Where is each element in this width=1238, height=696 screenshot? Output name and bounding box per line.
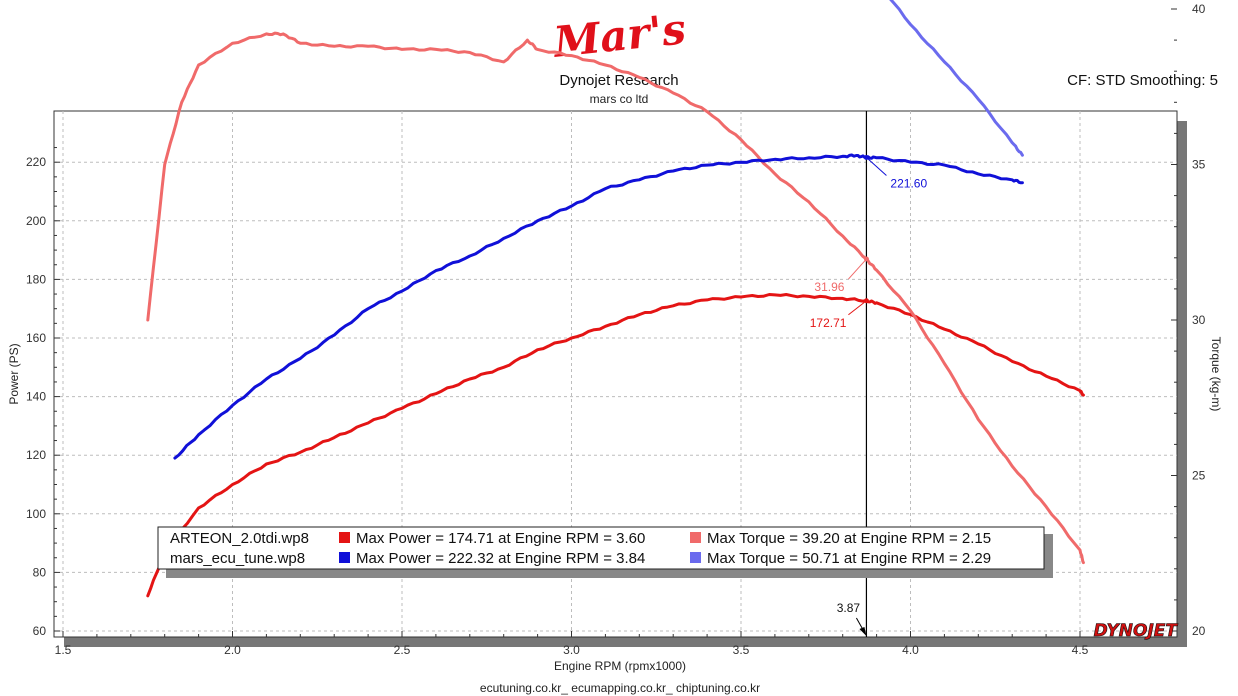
annotation-point <box>863 256 869 262</box>
x-tick-label: 1.5 <box>55 643 72 657</box>
x-tick-label: 3.0 <box>563 643 580 657</box>
legend-swatch <box>690 532 701 543</box>
x-tick-label: 4.0 <box>902 643 919 657</box>
y2-tick-label: 30 <box>1192 313 1206 327</box>
annotation-label: 221.60 <box>890 177 927 191</box>
chart-title: Dynojet Research <box>559 72 678 89</box>
annotation-point <box>863 155 869 161</box>
y-tick-label: 200 <box>26 214 46 228</box>
annotation-point <box>863 298 869 304</box>
legend-max-torque: Max Torque = 39.20 at Engine RPM = 2.15 <box>707 530 991 547</box>
plot-frame-shadow <box>1177 121 1187 647</box>
legend-swatch <box>339 532 350 543</box>
legend-max-power: Max Power = 222.32 at Engine RPM = 3.84 <box>356 550 645 567</box>
legend-file: ARTEON_2.0tdi.wp8 <box>170 530 309 547</box>
y-tick-label: 100 <box>26 507 46 521</box>
y2-axis-title: Torque (kg-m) <box>1209 337 1223 412</box>
legend: ARTEON_2.0tdi.wp8 Max Power = 174.71 at … <box>157 526 1053 578</box>
y-axis-title: Power (PS) <box>7 343 21 404</box>
y2-tick-label: 20 <box>1192 624 1206 638</box>
legend-box <box>157 526 1045 570</box>
y2-tick-label: 40 <box>1192 2 1206 16</box>
x-tick-label: 3.5 <box>733 643 750 657</box>
chart-subtitle: mars co ltd <box>590 92 649 106</box>
annotation-label: 31.96 <box>814 280 844 294</box>
x-axis-title: Engine RPM (rpmx1000) <box>554 659 686 673</box>
annotation-leader <box>848 258 867 280</box>
series-torque-1 <box>889 0 1024 157</box>
y-tick-label: 140 <box>26 390 46 404</box>
annotation-leader <box>866 157 887 176</box>
y-tick-label: 220 <box>26 155 46 169</box>
y-tick-label: 60 <box>33 624 47 638</box>
legend-swatch <box>339 552 350 563</box>
x-tick-label: 2.5 <box>394 643 411 657</box>
y-tick-label: 80 <box>33 565 47 579</box>
series-torque-3 <box>146 31 1085 565</box>
plot-frame-shadow-bottom <box>64 637 1187 647</box>
y2-tick-label: 25 <box>1192 469 1206 483</box>
legend-file: mars_ecu_tune.wp8 <box>170 550 305 567</box>
footer-links: ecutuning.co.kr_ ecumapping.co.kr_ chipt… <box>480 681 760 695</box>
series-lines <box>146 0 1085 598</box>
annotation-leader <box>848 300 867 316</box>
y-tick-label: 120 <box>26 448 46 462</box>
legend-max-power: Max Power = 174.71 at Engine RPM = 3.60 <box>356 530 645 547</box>
cursor-arrowhead <box>859 627 867 636</box>
x-tick-label: 2.0 <box>224 643 241 657</box>
mars-logo: Mar's <box>549 4 688 67</box>
dynojet-logo: DYNOJET <box>1094 621 1179 641</box>
y2-tick-label: 35 <box>1192 158 1206 172</box>
series-power-2 <box>146 293 1085 598</box>
y-tick-label: 160 <box>26 331 46 345</box>
axes: 1.5 2.0 2.5 3.0 3.5 4.0 4.5 60 80 100 120 140 160 180… <box>26 2 1206 657</box>
cursor-value-label: 3.87 <box>837 601 861 615</box>
legend-swatch <box>690 552 701 563</box>
series-power-0 <box>173 153 1024 460</box>
annotation-label: 172.71 <box>810 316 847 330</box>
y-tick-label: 180 <box>26 272 46 286</box>
legend-max-torque: Max Torque = 50.71 at Engine RPM = 2.29 <box>707 550 991 567</box>
x-tick-label: 4.5 <box>1072 643 1089 657</box>
cf-smoothing-label: CF: STD Smoothing: 5 <box>1067 72 1218 89</box>
